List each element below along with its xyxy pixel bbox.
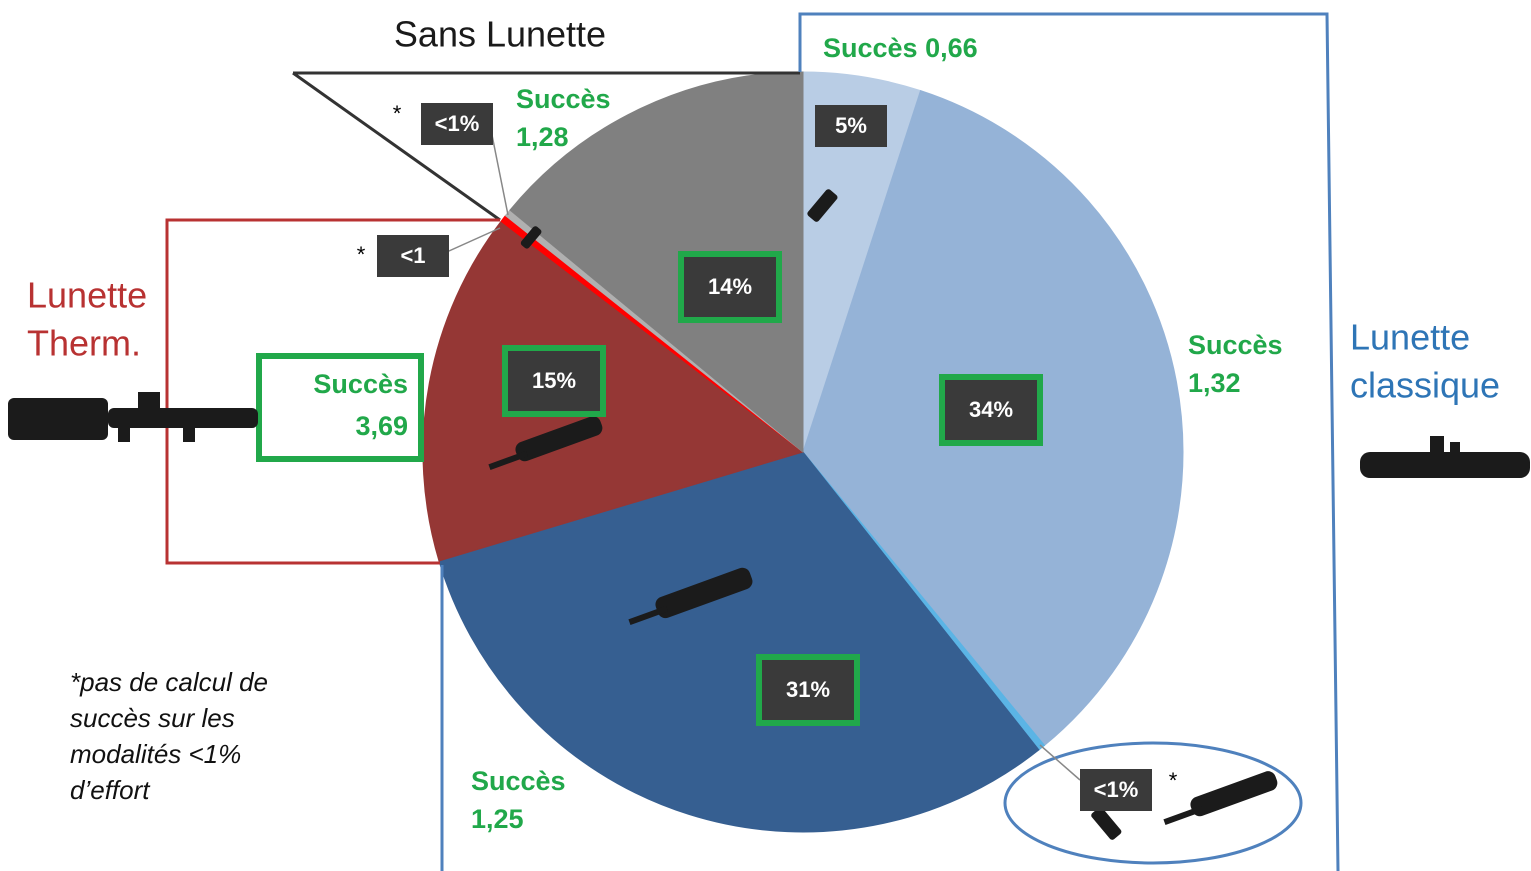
asterisk: * [393, 101, 402, 126]
success-label: Succès [516, 84, 611, 114]
footnote: modalités <1% [70, 739, 241, 769]
group-label: Lunette [1350, 317, 1470, 358]
success-label: 1,25 [471, 804, 524, 834]
success-label: Succès [1188, 330, 1283, 360]
group-label: Lunette [27, 275, 147, 316]
footnote: succès sur les [70, 703, 235, 733]
asterisk: * [357, 242, 366, 267]
value-label: <1 [400, 243, 425, 268]
value-label: 15% [532, 368, 576, 393]
value-label: 34% [969, 397, 1013, 422]
success-label: Succès 0,66 [823, 33, 978, 63]
value-label: <1% [435, 111, 480, 136]
group-label: classique [1350, 365, 1500, 406]
silencer-icon [1160, 769, 1280, 829]
success-label: 3,69 [355, 411, 408, 441]
asterisk: * [1169, 768, 1178, 793]
group-label: Therm. [27, 323, 141, 364]
value-label: <1% [1094, 777, 1139, 802]
success-label: 1,32 [1188, 368, 1241, 398]
small-slice-ellipse [1005, 743, 1301, 863]
thermal-scope-icon [8, 392, 258, 442]
value-label: 14% [708, 274, 752, 299]
success-label: Succès [471, 766, 566, 796]
group-label: Sans Lunette [394, 14, 606, 55]
flashlight-icon [1090, 806, 1123, 841]
scope-icon [1360, 436, 1530, 478]
success-label: 1,28 [516, 122, 569, 152]
value-label: 31% [786, 677, 830, 702]
success-label: Succès [313, 369, 408, 399]
chart: 5% 34% <1% 31% 15% <1 <1% 14% Sans Lunette Lunett… [0, 0, 1531, 871]
footnote: d’effort [70, 775, 151, 805]
footnote: *pas de calcul de [70, 667, 268, 697]
value-label: 5% [835, 113, 867, 138]
